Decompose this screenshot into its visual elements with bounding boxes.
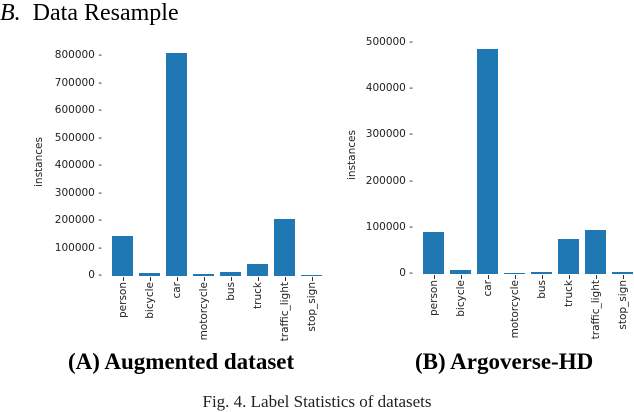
bar-bus	[220, 272, 241, 276]
x-tick-mark	[203, 277, 205, 281]
y-tick-label: 300000 -	[54, 186, 102, 199]
x-tick-label: traffic_light	[589, 280, 602, 340]
x-tick-mark	[149, 277, 151, 281]
y-tick-label: 100000 -	[365, 220, 413, 233]
x-tick-label: truck	[562, 280, 575, 307]
y-tick-label: 500000 -	[54, 131, 102, 144]
x-tick-label: person	[116, 282, 129, 318]
x-tick-label: bicycle	[143, 282, 156, 319]
x-tick-mark	[460, 275, 462, 279]
x-tick-mark	[433, 275, 435, 279]
x-tick-mark	[622, 275, 624, 279]
y-axis-label: instances	[33, 137, 45, 188]
x-tick-label: stop_sign	[305, 282, 318, 332]
figure-caption: Fig. 4. Label Statistics of datasets	[202, 392, 432, 411]
y-tick-label: 100000 -	[54, 241, 102, 254]
bar-car	[477, 49, 498, 274]
bar-person	[112, 236, 133, 276]
bar-person	[423, 231, 444, 274]
x-tick-mark	[176, 277, 178, 281]
bar-bicycle	[450, 270, 471, 274]
x-tick-label: bicycle	[454, 280, 467, 317]
x-tick-label: motorcycle	[197, 282, 210, 341]
section-title: Data Resample	[32, 0, 179, 26]
x-tick-label: traffic_light	[278, 282, 291, 342]
y-tick-label: 800000 -	[54, 49, 102, 61]
section-number: B.	[0, 0, 21, 26]
x-tick-label: car	[170, 282, 183, 299]
bar-stop-sign	[612, 271, 633, 274]
x-tick-label: bus	[535, 280, 548, 299]
y-tick-label: 700000 -	[54, 76, 102, 89]
x-tick-label: stop_sign	[616, 280, 629, 330]
x-tick-mark	[487, 275, 489, 279]
bar-traffic-light	[585, 230, 606, 274]
x-tick-label: car	[481, 280, 494, 297]
bar-stop-sign	[301, 275, 322, 276]
y-tick-label: 600000 -	[54, 104, 102, 116]
y-tick-label: 200000 -	[365, 174, 413, 187]
x-tick-mark	[595, 275, 597, 279]
y-tick-label: 400000 -	[54, 159, 102, 171]
bar-car	[166, 53, 187, 276]
bar-truck	[558, 238, 579, 274]
x-tick-label: person	[427, 280, 440, 316]
bar-traffic-light	[274, 219, 295, 276]
y-tick-label: 300000 -	[365, 128, 413, 141]
bar-truck	[247, 263, 268, 276]
x-tick-label: bus	[224, 282, 237, 301]
y-tick-label: 200000 -	[54, 214, 102, 226]
x-tick-mark	[257, 277, 259, 281]
panel-caption-a: (A) Augmented dataset	[68, 349, 295, 374]
y-tick-label: 400000 -	[365, 82, 413, 95]
y-tick-label: 0 -	[399, 267, 413, 279]
x-tick-mark	[284, 277, 286, 281]
bar-motorcycle	[193, 274, 214, 276]
x-tick-mark	[541, 275, 543, 279]
x-tick-mark	[230, 277, 232, 281]
y-tick-label: 500000 -	[365, 36, 413, 48]
bar-motorcycle	[504, 272, 525, 274]
x-tick-label: truck	[251, 282, 264, 309]
x-tick-mark	[568, 275, 570, 279]
x-tick-mark	[311, 277, 313, 281]
bar-bicycle	[139, 273, 160, 276]
y-tick-label: 0 -	[88, 269, 102, 281]
section-heading: B. Data Resample	[0, 0, 179, 27]
panel-caption-b: (B) Argoverse-HD	[415, 349, 594, 374]
x-tick-mark	[514, 275, 516, 279]
y-axis-label: instances	[346, 130, 358, 181]
x-tick-mark	[122, 277, 124, 281]
bar-bus	[531, 271, 552, 274]
x-tick-label: motorcycle	[508, 280, 521, 339]
